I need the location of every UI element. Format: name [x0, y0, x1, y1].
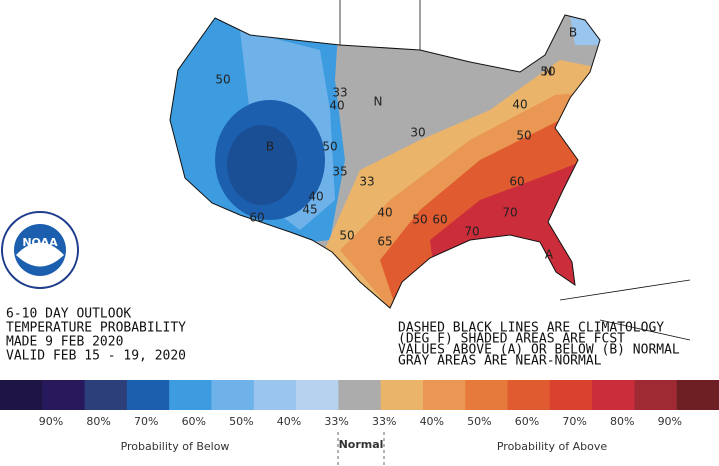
map-label: 65 — [377, 235, 392, 249]
legend-swatch — [42, 380, 86, 410]
legend-swatch — [296, 380, 339, 410]
legend-swatch — [338, 380, 382, 410]
legend-swatch — [253, 380, 297, 410]
borders — [339, 0, 691, 341]
map-label: 45 — [302, 203, 317, 217]
map-label: A — [545, 248, 554, 262]
note-line: GRAY AREAS ARE NEAR-NORMAL — [398, 354, 602, 369]
legend-label: 40% — [277, 415, 301, 428]
legend-swatch — [592, 380, 635, 410]
map-label: 40 — [512, 98, 527, 112]
map-label: 33 — [359, 175, 374, 189]
map-label: 50 — [540, 65, 555, 79]
legend-label: 90% — [658, 415, 682, 428]
title-line: VALID FEB 15 - 19, 2020 — [6, 349, 186, 364]
map-label: 70 — [502, 206, 517, 220]
legend-swatch — [169, 380, 212, 410]
map-label: 50 — [322, 140, 337, 154]
logo-text: NOAA — [22, 236, 58, 249]
legend-below: Probability of Below — [121, 440, 230, 453]
legend-label: 50% — [467, 415, 491, 428]
map-label: 50 — [215, 73, 230, 87]
map-label: 60 — [432, 213, 447, 227]
map-label: N — [544, 65, 553, 79]
us-outline — [169, 14, 601, 309]
title-line: TEMPERATURE PROBABILITY — [6, 321, 186, 336]
map-label: 40 — [308, 190, 323, 204]
title-line: MADE 9 FEB 2020 — [6, 335, 123, 350]
legend-swatch — [126, 380, 170, 410]
map-label: 60 — [509, 175, 524, 189]
legend-swatch — [84, 380, 128, 410]
legend-above: Probability of Above — [497, 440, 607, 453]
note-line: VALUES ABOVE (A) OR BELOW (B) NORMAL — [398, 343, 680, 358]
legend-label: 60% — [515, 415, 539, 428]
map-label: 50 — [516, 129, 531, 143]
legend-normal: Normal — [339, 438, 384, 451]
map-label: B — [569, 26, 577, 40]
map-label: 40 — [329, 99, 344, 113]
legend-swatch — [0, 380, 43, 410]
map-label: 50 — [339, 229, 354, 243]
map-label: 35 — [332, 165, 347, 179]
legend-swatch — [211, 380, 255, 410]
legend-label: 33% — [372, 415, 396, 428]
map-label: 60 — [249, 211, 264, 225]
map-label: 33 — [332, 86, 347, 100]
map-label: N — [374, 95, 383, 109]
legend-label: 50% — [229, 415, 253, 428]
legend-swatch — [422, 380, 466, 410]
note-line: (DEG F) SHADED AREAS ARE FCST — [398, 332, 625, 347]
legend-label: 80% — [86, 415, 110, 428]
legend-label: 80% — [610, 415, 634, 428]
legend-label: 70% — [562, 415, 586, 428]
legend-swatch — [465, 380, 509, 410]
map-label: B — [266, 140, 274, 154]
legend-label: 33% — [324, 415, 348, 428]
legend-swatch — [676, 380, 719, 410]
map-label: 50 — [412, 213, 427, 227]
legend-label: 90% — [39, 415, 63, 428]
legend-label: 40% — [420, 415, 444, 428]
map-label: 70 — [464, 225, 479, 239]
legend-swatch — [549, 380, 593, 410]
noaa-logo: NOAA — [1, 211, 79, 289]
legend-label: 60% — [182, 415, 206, 428]
map-label: 30 — [410, 126, 425, 140]
map-label: 40 — [377, 206, 392, 220]
legend-swatch — [634, 380, 678, 410]
legend-label: 70% — [134, 415, 158, 428]
legend-swatch — [380, 380, 424, 410]
note-line: DASHED BLACK LINES ARE CLIMATOLOGY — [398, 321, 664, 336]
title-line: 6-10 DAY OUTLOOK — [6, 307, 131, 322]
legend-swatch — [507, 380, 551, 410]
